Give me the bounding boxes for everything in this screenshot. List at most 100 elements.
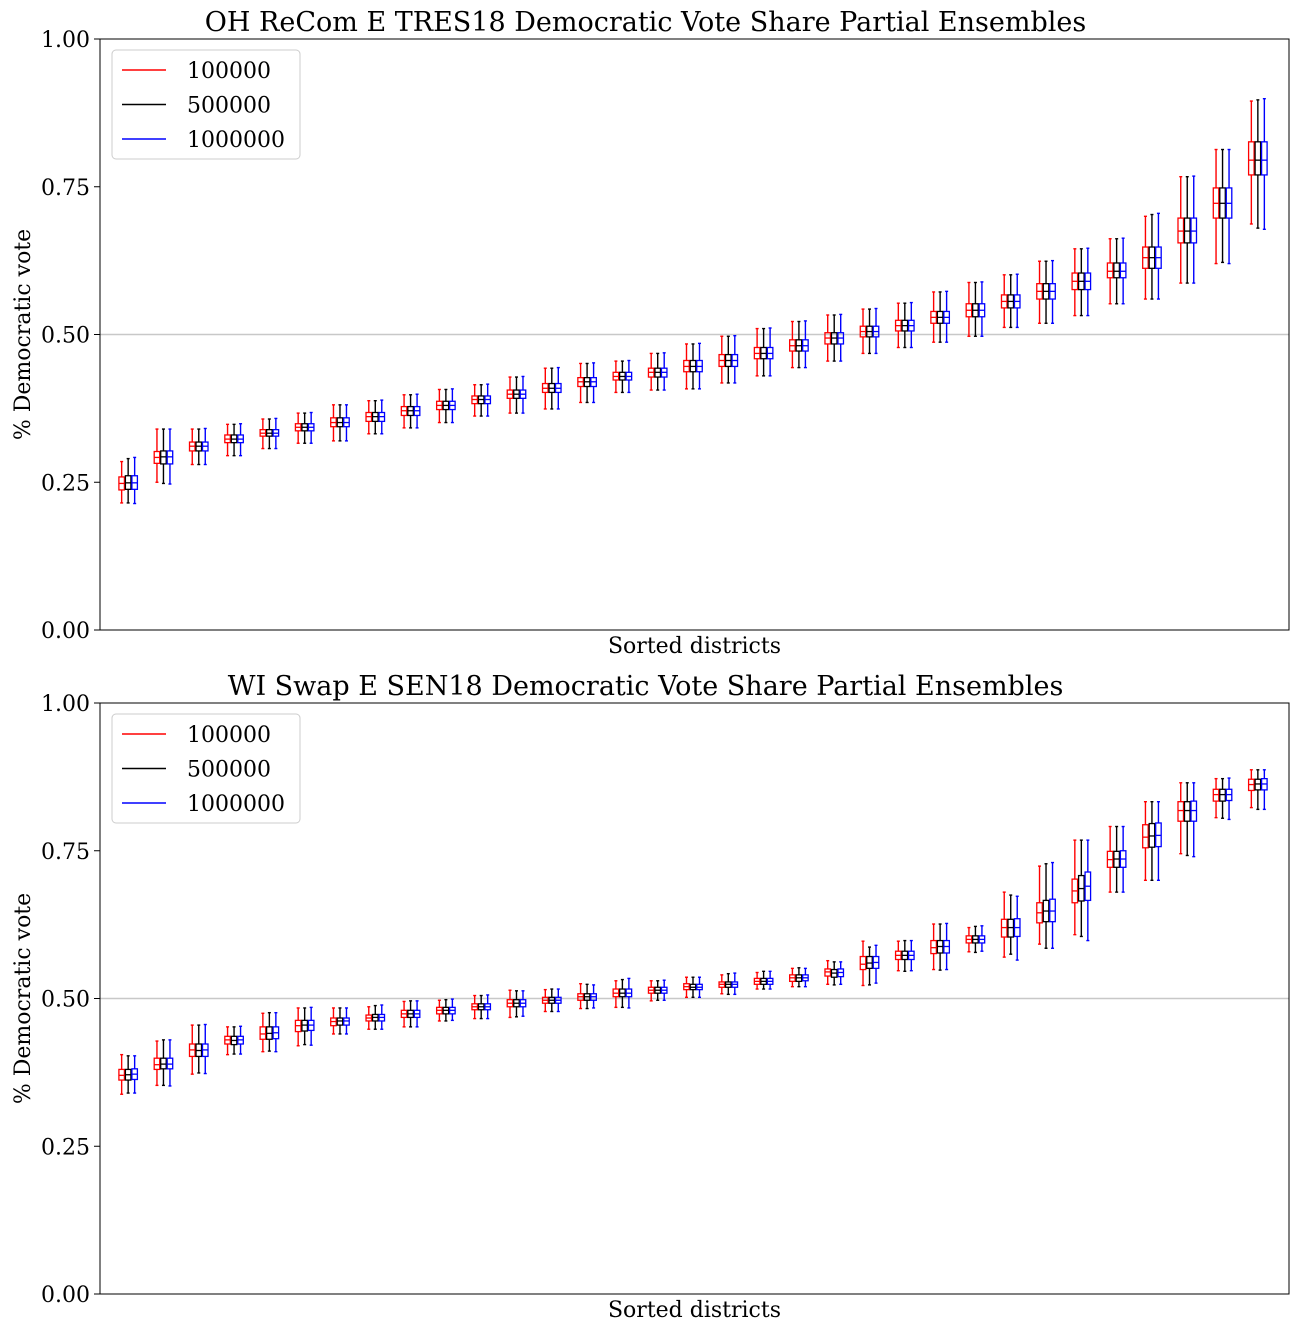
box-3 — [188, 428, 196, 466]
box-10 — [435, 388, 443, 424]
box-9 — [407, 394, 414, 429]
box-30 — [1148, 213, 1156, 300]
box-1 — [118, 1053, 126, 1095]
box-2 — [153, 428, 161, 483]
legend: 100000 500000 1000000 — [111, 713, 301, 824]
box-19 — [766, 327, 774, 377]
box-8 — [378, 399, 386, 435]
box-1 — [131, 1055, 139, 1094]
box-22 — [859, 308, 867, 355]
box-15 — [612, 360, 620, 394]
box-14 — [583, 362, 591, 404]
box-10 — [442, 388, 450, 424]
box-14 — [583, 983, 591, 1010]
box-30 — [1142, 800, 1149, 881]
box-20 — [795, 320, 803, 369]
box-13 — [541, 367, 549, 410]
box-32 — [1225, 777, 1233, 821]
box-21 — [830, 961, 838, 986]
y-tick-label: 0.75 — [41, 840, 90, 865]
box-21 — [824, 959, 832, 986]
box-29 — [1119, 825, 1127, 893]
box-16 — [660, 979, 668, 1001]
box-33 — [1247, 100, 1255, 225]
box-body — [1119, 262, 1127, 279]
box-5 — [265, 418, 273, 450]
box-17 — [689, 976, 697, 999]
chart-title: OH ReCom E TRES18 Democratic Vote Share … — [205, 7, 1086, 38]
box-23 — [894, 302, 902, 349]
box-18 — [724, 972, 732, 996]
box-24 — [930, 923, 938, 971]
box-19 — [760, 327, 768, 377]
box-19 — [753, 327, 761, 377]
box-26 — [1007, 894, 1015, 955]
legend-label-100000: 100000 — [187, 59, 271, 84]
box-10 — [442, 998, 450, 1022]
box-7 — [343, 1007, 350, 1035]
box-6 — [301, 412, 309, 444]
box-24 — [930, 291, 938, 343]
series-1000000 — [131, 769, 1268, 1094]
box-19 — [766, 970, 774, 990]
box-19 — [760, 970, 768, 990]
box-11 — [471, 994, 479, 1020]
box-27 — [1036, 865, 1043, 945]
box-8 — [371, 1004, 379, 1030]
box-18 — [718, 974, 726, 995]
box-13 — [554, 366, 562, 410]
legend-box — [111, 49, 301, 160]
box-16 — [647, 352, 655, 391]
box-8 — [365, 399, 373, 435]
box-body — [1183, 801, 1191, 822]
box-25 — [978, 281, 986, 337]
box-22 — [859, 940, 867, 987]
box-15 — [618, 978, 626, 1009]
box-21 — [824, 314, 832, 362]
box-18 — [718, 335, 726, 384]
box-17 — [683, 343, 690, 390]
box-body — [1113, 262, 1121, 279]
box-body — [1142, 824, 1149, 849]
box-21 — [830, 314, 838, 362]
box-5 — [265, 1011, 273, 1052]
box-27 — [1042, 260, 1050, 324]
box-11 — [484, 383, 492, 417]
box-3 — [201, 427, 209, 466]
box-19 — [753, 971, 761, 990]
box-20 — [789, 967, 796, 988]
box-body — [859, 955, 867, 971]
box-15 — [618, 360, 626, 394]
box-12 — [513, 990, 520, 1018]
y-tick-label: 1.00 — [41, 28, 90, 53]
y-tick-label: 0.50 — [41, 988, 90, 1013]
box-6 — [307, 411, 315, 444]
box-26 — [1000, 891, 1008, 958]
box-31 — [1183, 782, 1191, 857]
box-18 — [731, 334, 739, 384]
box-23 — [901, 302, 909, 349]
box-3 — [188, 1024, 196, 1075]
box-14 — [577, 983, 584, 1010]
box-3 — [195, 1024, 203, 1074]
box-10 — [448, 388, 456, 424]
box-7 — [330, 404, 337, 442]
y-tick-label: 1.00 — [41, 692, 90, 717]
box-30 — [1155, 212, 1162, 300]
box-18 — [724, 335, 732, 384]
box-body — [153, 1057, 161, 1071]
box-2 — [166, 428, 174, 485]
box-17 — [683, 976, 690, 999]
x-axis-label: Sorted districts — [608, 634, 781, 659]
box-3 — [195, 428, 203, 466]
y-tick-label: 0.50 — [41, 324, 90, 349]
y-tick-label: 0.00 — [41, 1283, 90, 1308]
box-30 — [1155, 800, 1162, 881]
box-2 — [160, 428, 167, 485]
box-32 — [1219, 777, 1226, 819]
y-tick-label: 0.25 — [41, 471, 90, 496]
box-29 — [1119, 237, 1127, 305]
box-7 — [336, 1007, 344, 1035]
